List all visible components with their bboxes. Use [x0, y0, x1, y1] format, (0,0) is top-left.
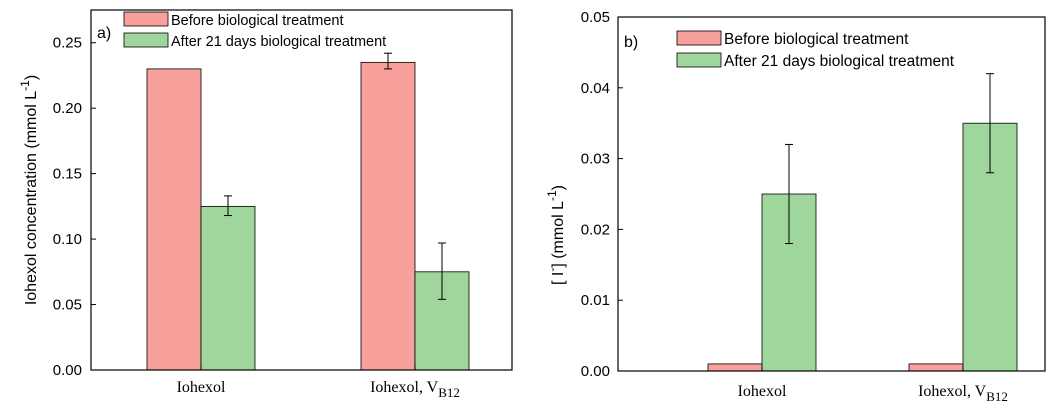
panel-a-bars: [146, 61, 470, 371]
panel-b-y-axis-title: [ I-] (mmol L-1): [545, 185, 567, 285]
y-tick-label: 0.03: [581, 151, 610, 168]
panel-a-frame: [90, 9, 513, 371]
legend-label-before: Before biological treatment: [171, 13, 344, 29]
panel-b: 0.00 0.01 0.02 0.03 0.04 0.05 b) Before biolo…: [545, 9, 1046, 404]
legend-swatch-after: [676, 52, 722, 68]
panel-a-category-iohexol-vb12: Iohexol, VB12: [370, 379, 460, 400]
error-bar-after-iohexol-vb12: [986, 73, 994, 174]
panel-b-bars: [707, 122, 1018, 372]
error-bar-after-iohexol: [785, 143, 793, 245]
bar-before-iohexol-vb12: [360, 61, 416, 371]
y-tick-label: 0.00: [53, 362, 82, 379]
legend-label-before: Before biological treatment: [724, 31, 909, 48]
y-tick-label: 0.02: [581, 221, 610, 238]
legend-swatch-after: [123, 32, 169, 48]
y-tick-label: 0.01: [581, 292, 610, 309]
panel-a-legend: Before biological treatment After 21 day…: [123, 11, 386, 50]
y-tick-label: 0.20: [53, 100, 82, 117]
panel-a: 0.00 0.05 0.10 0.15 0.20 0.25 a) Before biolo…: [18, 9, 513, 400]
panel-b-category-iohexol: Iohexol: [738, 383, 787, 400]
legend-label-after: After 21 days biological treatment: [724, 53, 955, 70]
panel-b-frame: [617, 16, 1046, 372]
panel-b-y-axis: 0.00 0.01 0.02 0.03 0.04 0.05: [581, 9, 964, 380]
panel-a-error-bars: [224, 52, 446, 300]
panel-a-label: a): [97, 25, 111, 42]
panel-a-y-axis: 0.00 0.05 0.10 0.15 0.20 0.25: [53, 35, 416, 379]
legend-swatch-before: [676, 30, 722, 46]
y-tick-label: 0.15: [53, 166, 82, 183]
legend-swatch-before: [123, 11, 169, 27]
panel-b-legend: Before biological treatment After 21 day…: [676, 30, 955, 70]
error-bar-before-iohexol-vb12: [384, 52, 392, 70]
y-tick-label: 0.10: [53, 231, 82, 248]
y-tick-label: 0.05: [53, 297, 82, 314]
legend-label-after: After 21 days biological treatment: [171, 34, 386, 50]
y-tick-label: 0.05: [581, 9, 610, 26]
y-tick-label: 0.25: [53, 35, 82, 52]
panel-b-error-bars: [785, 73, 994, 245]
error-bar-after-iohexol: [224, 195, 232, 217]
panel-b-label: b): [624, 34, 638, 51]
bar-before-iohexol: [146, 68, 202, 371]
bar-after-iohexol: [200, 205, 256, 371]
error-bar-after-iohexol-vb12: [438, 242, 446, 300]
panel-a-category-iohexol: Iohexol: [177, 379, 226, 396]
bar-before-iohexol-vb12: [908, 363, 964, 372]
y-tick-label: 0.00: [581, 363, 610, 380]
panel-b-category-iohexol-vb12: Iohexol, VB12: [918, 383, 1008, 404]
y-tick-label: 0.04: [581, 80, 610, 97]
panel-a-y-axis-title: Iohexol concentration (mmol L-1): [18, 75, 40, 305]
bar-before-iohexol: [707, 363, 763, 372]
